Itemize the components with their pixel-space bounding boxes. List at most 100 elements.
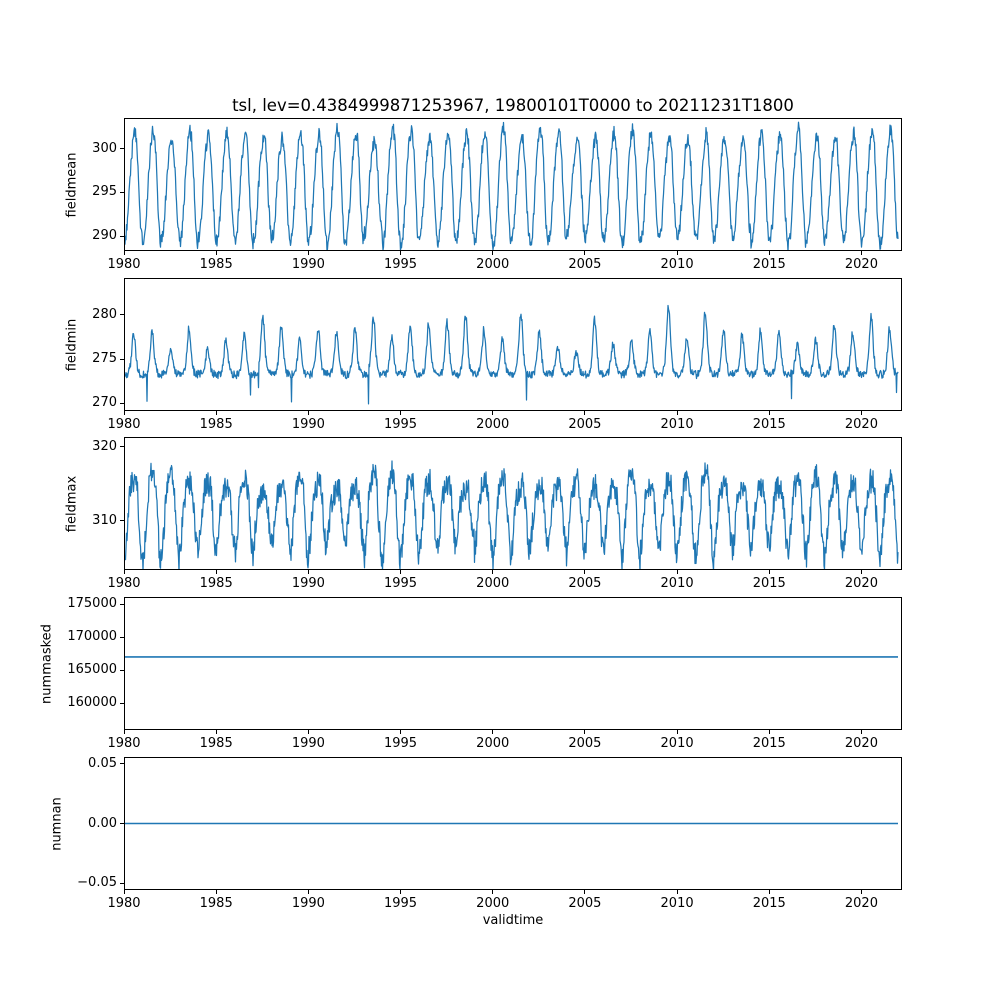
y-tick-label: 320: [92, 438, 117, 454]
x-tick-mark: [123, 890, 125, 894]
x-tick-label: 2015: [752, 896, 786, 911]
x-tick-mark: [492, 570, 494, 574]
x-tick-label: 1990: [291, 736, 325, 751]
x-tick-mark: [492, 251, 494, 255]
x-tick-label: 1985: [199, 896, 233, 911]
plot-canvas-fieldmax: [124, 437, 902, 570]
x-tick-mark: [492, 730, 494, 734]
x-tick-label: 2000: [476, 576, 510, 591]
x-tick-label: 1985: [199, 417, 233, 432]
y-tick-mark: [120, 358, 124, 360]
y-tick-mark: [120, 148, 124, 150]
y-tick-label: 310: [92, 512, 117, 528]
x-tick-label: 2005: [568, 896, 602, 911]
x-tick-mark: [676, 570, 678, 574]
x-tick-mark: [584, 730, 586, 734]
x-tick-mark: [584, 251, 586, 255]
x-tick-mark: [676, 251, 678, 255]
plot-canvas-fieldmean: [124, 118, 902, 251]
y-axis-label-fieldmin: fieldmin: [64, 318, 80, 371]
y-tick-mark: [120, 314, 124, 316]
x-tick-mark: [768, 890, 770, 894]
x-tick-label: 1980: [107, 257, 141, 272]
x-tick-mark: [307, 411, 309, 415]
y-tick-mark: [120, 191, 124, 193]
x-tick-mark: [584, 411, 586, 415]
x-tick-label: 1985: [199, 257, 233, 272]
x-tick-label: 2020: [844, 736, 878, 751]
x-tick-label: 1995: [383, 736, 418, 751]
x-tick-label: 1990: [291, 896, 325, 911]
y-tick-mark: [120, 702, 124, 704]
x-tick-mark: [123, 411, 125, 415]
x-tick-mark: [768, 251, 770, 255]
x-tick-mark: [307, 251, 309, 255]
x-tick-label: 2010: [660, 417, 694, 432]
x-tick-label: 1980: [107, 896, 141, 911]
x-tick-label: 2000: [476, 257, 510, 272]
x-tick-label: 1985: [199, 736, 233, 751]
x-tick-mark: [307, 570, 309, 574]
y-axis-label-fieldmean: fieldmean: [64, 152, 80, 217]
x-tick-mark: [676, 411, 678, 415]
x-tick-label: 1980: [107, 576, 141, 591]
y-tick-label: 280: [92, 306, 117, 322]
x-tick-mark: [768, 570, 770, 574]
x-tick-mark: [215, 890, 217, 894]
x-tick-mark: [768, 730, 770, 734]
y-axis-label-nummasked: nummasked: [39, 623, 55, 704]
x-tick-label: 2010: [660, 257, 694, 272]
x-tick-mark: [400, 251, 402, 255]
x-tick-mark: [860, 251, 862, 255]
y-tick-mark: [120, 669, 124, 671]
x-tick-mark: [860, 730, 862, 734]
x-tick-label: 2020: [844, 896, 878, 911]
x-tick-label: 2000: [476, 896, 510, 911]
x-tick-mark: [492, 890, 494, 894]
y-tick-label: 0.00: [88, 815, 117, 831]
x-tick-mark: [860, 570, 862, 574]
y-tick-label: 170000: [67, 629, 117, 645]
x-tick-mark: [123, 730, 125, 734]
y-tick-label: 160000: [67, 695, 117, 710]
x-tick-mark: [584, 570, 586, 574]
y-tick-mark: [120, 520, 124, 522]
x-tick-label: 1990: [291, 576, 325, 591]
x-tick-label: 2005: [568, 736, 602, 751]
y-tick-label: 300: [92, 140, 117, 156]
x-tick-label: 2005: [568, 257, 602, 272]
x-tick-mark: [676, 730, 678, 734]
x-tick-mark: [860, 411, 862, 415]
x-tick-label: 2020: [844, 576, 878, 591]
plot-canvas-nummasked: [124, 597, 902, 730]
y-tick-mark: [120, 446, 124, 448]
x-tick-label: 2020: [844, 417, 878, 432]
x-tick-label: 2015: [752, 576, 786, 591]
y-tick-label: 270: [92, 395, 117, 411]
x-tick-mark: [492, 411, 494, 415]
y-tick-label: −0.05: [77, 875, 117, 891]
x-tick-label: 1995: [383, 257, 418, 272]
y-tick-label: 175000: [67, 596, 117, 612]
y-tick-mark: [120, 763, 124, 765]
x-tick-label: 2015: [752, 417, 786, 432]
x-tick-mark: [123, 251, 125, 255]
x-tick-mark: [584, 890, 586, 894]
x-tick-label: 2000: [476, 736, 510, 751]
y-tick-label: 295: [92, 184, 117, 200]
x-tick-label: 1980: [107, 736, 141, 751]
x-tick-label: 2005: [568, 576, 602, 591]
x-tick-mark: [400, 730, 402, 734]
x-tick-mark: [400, 570, 402, 574]
plot-canvas-numnan: [124, 757, 902, 890]
x-tick-label: 1980: [107, 417, 141, 432]
x-tick-label: 1995: [383, 896, 418, 911]
plot-canvas-fieldmin: [124, 278, 902, 411]
x-axis-label: validtime: [482, 913, 544, 928]
x-tick-mark: [676, 890, 678, 894]
x-tick-mark: [400, 411, 402, 415]
x-tick-mark: [123, 570, 125, 574]
y-tick-mark: [120, 636, 124, 638]
x-tick-label: 1990: [291, 257, 325, 272]
